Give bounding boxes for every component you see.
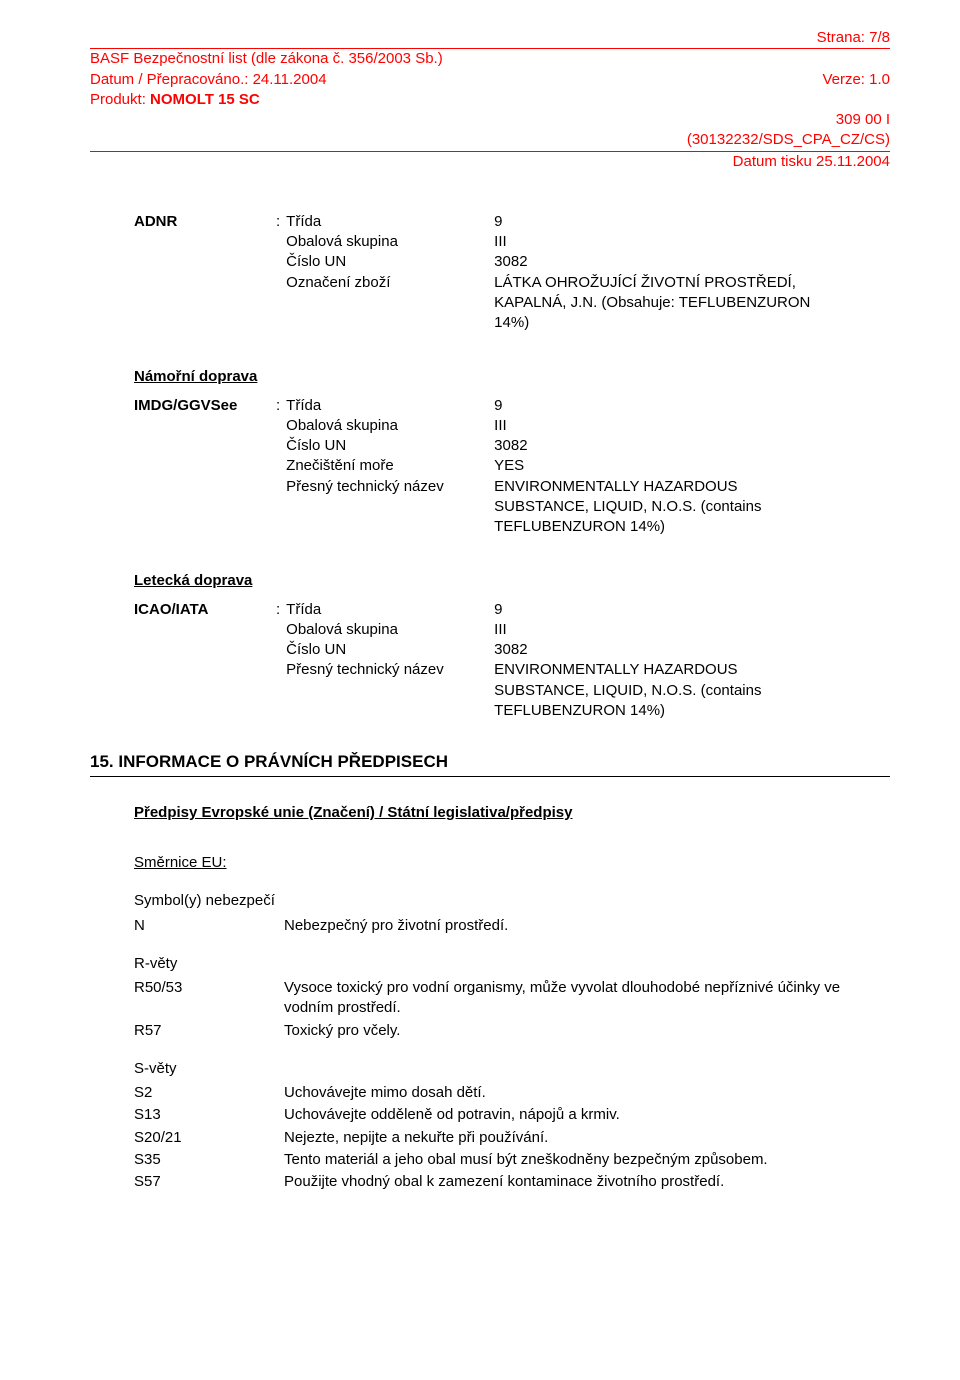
- adnr-pg-key: Obalová skupina: [286, 232, 494, 252]
- adnr-un-key: Číslo UN: [286, 252, 494, 272]
- adnr-name-val: LÁTKA OHROŽUJÍCÍ ŽIVOTNÍ PROSTŘEDÍ, KAPA…: [494, 273, 834, 334]
- adnr-name-key: Označení zboží: [286, 273, 494, 334]
- adnr-un-val: 3082: [494, 252, 834, 272]
- r-phrases-heading: R-věty: [134, 954, 890, 974]
- colon: :: [276, 600, 286, 620]
- sea-title: IMDG/GGVSee: [134, 396, 276, 416]
- air-pg-key: Obalová skupina: [286, 620, 494, 640]
- eu-regs-heading: Předpisy Evropské unie (Značení) / Státn…: [134, 803, 890, 823]
- sea-pg-key: Obalová skupina: [286, 416, 494, 436]
- doc-id-2: (30132232/SDS_CPA_CZ/CS): [90, 130, 890, 150]
- air-pg-val: III: [494, 620, 834, 640]
- s2-val: Uchovávejte mimo dosah dětí.: [284, 1081, 768, 1103]
- sea-name-key: Přesný technický název: [286, 477, 494, 538]
- sea-mp-val: YES: [494, 456, 834, 476]
- sea-block: Námořní doprava IMDG/GGVSee : Třída 9 Ob…: [134, 367, 890, 537]
- adnr-class-val: 9: [494, 212, 834, 232]
- doc-title-line: BASF Bezpečnostní list (dle zákona č. 35…: [90, 49, 890, 69]
- air-heading: Letecká doprava: [134, 571, 890, 591]
- air-name-val: ENVIRONMENTALLY HAZARDOUS SUBSTANCE, LIQ…: [494, 660, 834, 721]
- hazard-symbol-key: N: [134, 914, 284, 936]
- s13-val: Uchovávejte odděleně od potravin, nápojů…: [284, 1103, 768, 1125]
- document-header: Strana: 7/8 BASF Bezpečnostní list (dle …: [90, 28, 890, 172]
- section-15-title: 15. INFORMACE O PRÁVNÍCH PŘEDPISECH: [90, 751, 890, 774]
- air-block: Letecká doprava ICAO/IATA : Třída 9 Obal…: [134, 571, 890, 721]
- sea-class-key: Třída: [286, 396, 494, 416]
- sea-pg-val: III: [494, 416, 834, 436]
- s57-val: Použijte vhodný obal k zamezení kontamin…: [284, 1170, 768, 1192]
- air-class-key: Třída: [286, 600, 494, 620]
- sea-un-val: 3082: [494, 436, 834, 456]
- s35-key: S35: [134, 1148, 284, 1170]
- s35-val: Tento materiál a jeho obal musí být zneš…: [284, 1148, 768, 1170]
- section-15-rule: [90, 776, 890, 777]
- page-number: Strana: 7/8: [817, 28, 890, 48]
- s13-key: S13: [134, 1103, 284, 1125]
- sea-heading: Námořní doprava: [134, 367, 890, 387]
- sea-mp-key: Znečištění moře: [286, 456, 494, 476]
- s2-key: S2: [134, 1081, 284, 1103]
- doc-id-1: 309 00 I: [90, 110, 890, 130]
- r50-53-key: R50/53: [134, 976, 284, 1019]
- hazard-symbol-val: Nebezpečný pro životní prostředí.: [284, 914, 508, 936]
- adnr-pg-val: III: [494, 232, 834, 252]
- s-phrases-heading: S-věty: [134, 1059, 890, 1079]
- adnr-title: ADNR: [134, 212, 276, 232]
- air-class-val: 9: [494, 600, 834, 620]
- r50-53-val: Vysoce toxický pro vodní organismy, může…: [284, 976, 890, 1019]
- s20-21-key: S20/21: [134, 1126, 284, 1148]
- revision-date: Datum / Přepracováno.: 24.11.2004: [90, 70, 327, 90]
- adnr-class-key: Třída: [286, 212, 494, 232]
- air-un-key: Číslo UN: [286, 640, 494, 660]
- colon: :: [276, 212, 286, 232]
- s20-21-val: Nejezte, nepijte a nekuřte při používání…: [284, 1126, 768, 1148]
- colon: :: [276, 396, 286, 416]
- product-label: Produkt:: [90, 91, 150, 108]
- eu-directive-heading: Směrnice EU:: [134, 853, 890, 873]
- product-name: NOMOLT 15 SC: [150, 91, 260, 108]
- sea-class-val: 9: [494, 396, 834, 416]
- r57-val: Toxický pro včely.: [284, 1019, 890, 1041]
- sea-name-val: ENVIRONMENTALLY HAZARDOUS SUBSTANCE, LIQ…: [494, 477, 834, 538]
- s57-key: S57: [134, 1170, 284, 1192]
- sea-un-key: Číslo UN: [286, 436, 494, 456]
- hazard-symbol-heading: Symbol(y) nebezpečí: [134, 891, 890, 911]
- print-date: Datum tisku 25.11.2004: [90, 152, 890, 172]
- adnr-block: ADNR : Třída 9 Obalová skupina III Číslo…: [134, 212, 890, 334]
- air-un-val: 3082: [494, 640, 834, 660]
- r57-key: R57: [134, 1019, 284, 1041]
- air-title: ICAO/IATA: [134, 600, 276, 620]
- version-label: Verze: 1.0: [822, 70, 890, 90]
- air-name-key: Přesný technický název: [286, 660, 494, 721]
